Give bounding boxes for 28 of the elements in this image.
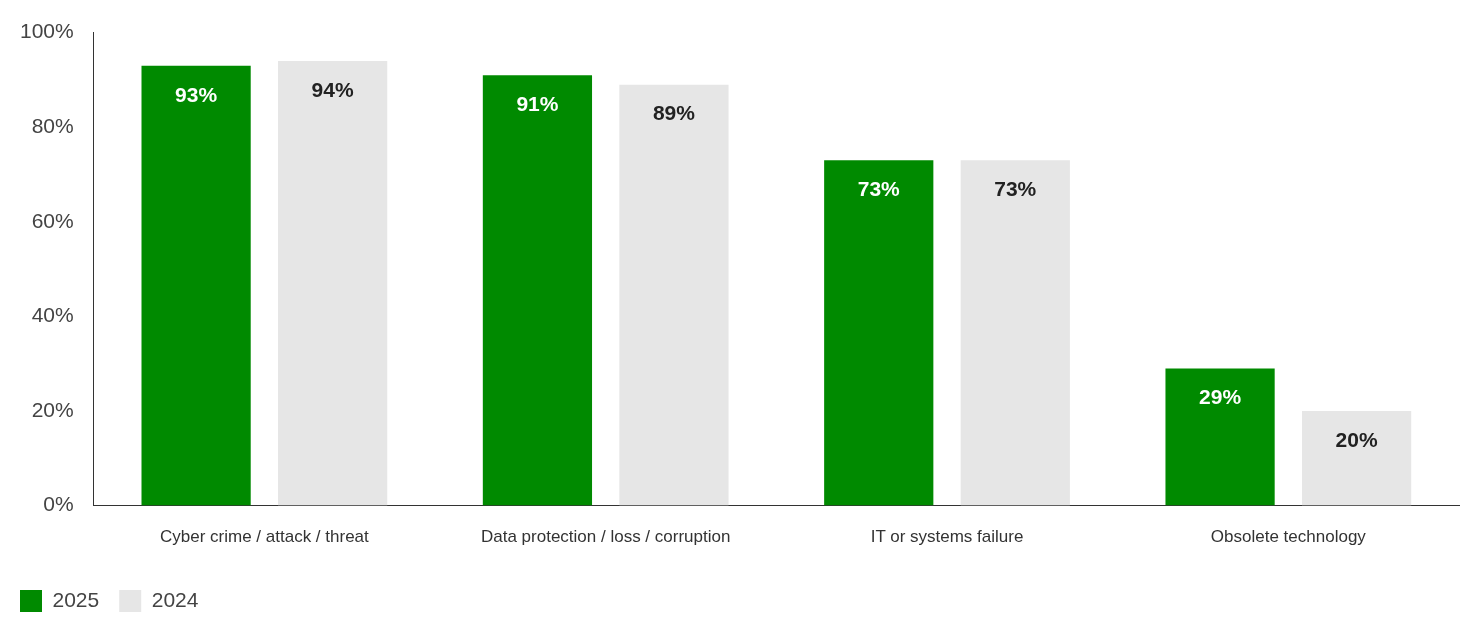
- bar: [824, 160, 934, 506]
- bar: [1301, 411, 1412, 506]
- y-tick-label: 40%: [31, 303, 74, 327]
- x-tick-label: Cyber crime / attack / threat: [159, 527, 370, 547]
- y-tick-label: 80%: [31, 114, 74, 137]
- bar: [1165, 368, 1275, 506]
- bar: [960, 160, 1070, 506]
- y-tick-label: 60%: [31, 208, 74, 232]
- data-label: 20%: [1335, 427, 1378, 451]
- data-label: 73%: [994, 177, 1037, 201]
- data-label: 29%: [1199, 385, 1242, 409]
- bar: [278, 60, 388, 506]
- y-tick-label: 20%: [31, 397, 74, 421]
- bar: [141, 65, 251, 506]
- bar: [619, 84, 729, 506]
- data-label: 73%: [857, 177, 901, 201]
- x-tick-label: Data protection / loss / corruption: [480, 527, 731, 547]
- x-tick-label: IT or systems failure: [870, 527, 1024, 547]
- data-label: 93%: [175, 82, 218, 106]
- x-tick-label: Obsolete technology: [1210, 527, 1367, 547]
- legend-label: 2024: [151, 587, 199, 611]
- y-tick-label: 0%: [43, 492, 74, 516]
- bar: [482, 75, 593, 506]
- data-label: 91%: [516, 91, 559, 115]
- data-label: 94%: [311, 77, 354, 101]
- data-label: 89%: [652, 101, 696, 125]
- y-tick-label: 100%: [19, 19, 74, 43]
- legend-label: 2025: [52, 587, 100, 611]
